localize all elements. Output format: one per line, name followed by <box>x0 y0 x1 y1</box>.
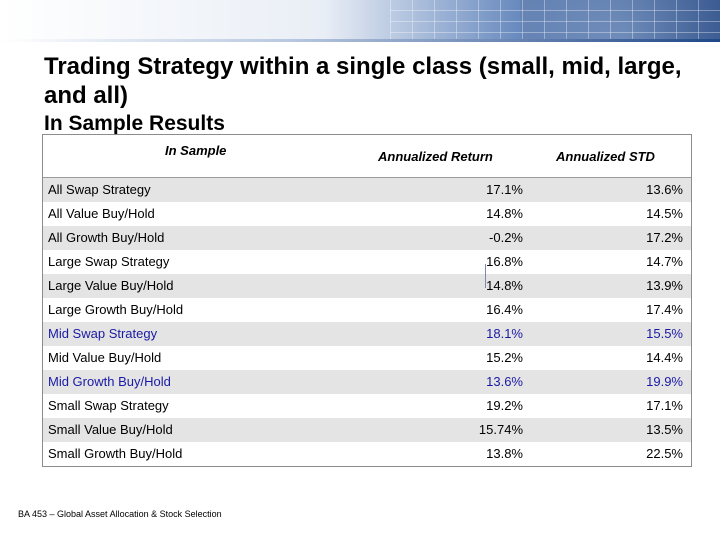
row-std: 22.5% <box>646 446 683 461</box>
row-return: 18.1% <box>486 326 523 341</box>
row-std: 14.4% <box>646 350 683 365</box>
slide-footer: BA 453 – Global Asset Allocation & Stock… <box>18 509 222 519</box>
row-return: 16.4% <box>486 302 523 317</box>
table-row: Mid Growth Buy/Hold 13.6% 19.9% <box>43 370 691 394</box>
row-std: 15.5% <box>646 326 683 341</box>
row-label: All Value Buy/Hold <box>48 206 155 221</box>
row-std: 17.1% <box>646 398 683 413</box>
table-row: Small Value Buy/Hold 15.74% 13.5% <box>43 418 691 442</box>
table-header: In Sample Annualized Return Annualized S… <box>43 135 691 178</box>
table-row: Mid Value Buy/Hold 15.2% 14.4% <box>43 346 691 370</box>
row-std: 13.9% <box>646 278 683 293</box>
row-label: Large Swap Strategy <box>48 254 170 269</box>
row-return: 13.6% <box>486 374 523 389</box>
row-label: Small Growth Buy/Hold <box>48 446 183 461</box>
table-row: Small Growth Buy/Hold 13.8% 22.5% <box>43 442 691 466</box>
header-banner <box>0 0 720 42</box>
cell-divider <box>485 264 486 288</box>
row-std: 13.6% <box>646 182 683 197</box>
row-label: All Swap Strategy <box>48 182 151 197</box>
row-label: Mid Swap Strategy <box>48 326 158 341</box>
row-std: 14.7% <box>646 254 683 269</box>
row-label: Mid Growth Buy/Hold <box>48 374 171 389</box>
table-row: All Growth Buy/Hold -0.2% 17.2% <box>43 226 691 250</box>
row-std: 13.5% <box>646 422 683 437</box>
table-row: Large Swap Strategy 16.8% 14.7% <box>43 250 691 274</box>
row-return: 17.1% <box>486 182 523 197</box>
slide-title: Trading Strategy within a single class (… <box>44 53 682 109</box>
header-annualized-std: Annualized STD <box>556 149 655 164</box>
table-row: Small Swap Strategy 19.2% 17.1% <box>43 394 691 418</box>
table-row: All Value Buy/Hold 14.8% 14.5% <box>43 202 691 226</box>
table-row: Large Value Buy/Hold 14.8% 13.9% <box>43 274 691 298</box>
row-return: -0.2% <box>489 230 523 245</box>
slide-subtitle: In Sample Results <box>44 112 225 135</box>
header-in-sample: In Sample <box>165 143 227 158</box>
table-row: Large Growth Buy/Hold 16.4% 17.4% <box>43 298 691 322</box>
row-return: 16.8% <box>486 254 523 269</box>
row-std: 17.4% <box>646 302 683 317</box>
globe-graphic <box>520 0 720 42</box>
grid-graphic <box>390 0 720 42</box>
table-row: All Swap Strategy 17.1% 13.6% <box>43 178 691 202</box>
row-label: All Growth Buy/Hold <box>48 230 165 245</box>
header-rule <box>0 39 720 42</box>
row-std: 19.9% <box>646 374 683 389</box>
row-label: Large Value Buy/Hold <box>48 278 174 293</box>
table-row: Mid Swap Strategy 18.1% 15.5% <box>43 322 691 346</box>
row-return: 19.2% <box>486 398 523 413</box>
row-label: Large Growth Buy/Hold <box>48 302 184 317</box>
row-return: 13.8% <box>486 446 523 461</box>
header-annualized-return: Annualized Return <box>378 149 493 164</box>
row-label: Small Swap Strategy <box>48 398 169 413</box>
row-return: 14.8% <box>486 206 523 221</box>
results-table: In Sample Annualized Return Annualized S… <box>42 134 692 467</box>
row-std: 17.2% <box>646 230 683 245</box>
row-std: 14.5% <box>646 206 683 221</box>
row-return: 15.74% <box>478 422 523 437</box>
row-label: Small Value Buy/Hold <box>48 422 173 437</box>
row-return: 14.8% <box>486 278 523 293</box>
row-return: 15.2% <box>486 350 523 365</box>
row-label: Mid Value Buy/Hold <box>48 350 162 365</box>
